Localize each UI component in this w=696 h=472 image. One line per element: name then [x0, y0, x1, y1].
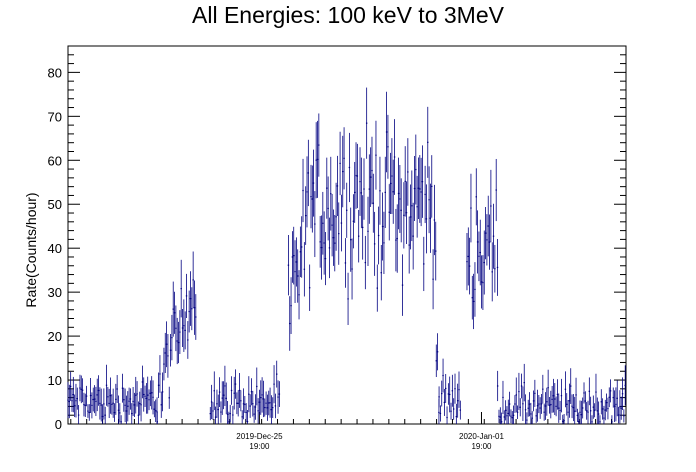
x-tick-date-label: 2019-Dec-25	[236, 432, 283, 441]
y-axis-ticks: 0 10 20 30 40 50 60 70 80	[48, 45, 626, 432]
y-tick-label: 30	[48, 285, 62, 300]
y-tick-label: 0	[55, 417, 62, 432]
chart-title: All Energies: 100 keV to 3MeV	[192, 2, 504, 28]
y-tick-label: 40	[48, 241, 62, 256]
y-tick-label: 80	[48, 65, 62, 80]
x-tick-time-label: 19:00	[249, 442, 270, 451]
y-tick-label: 50	[48, 197, 62, 212]
y-tick-label: 10	[48, 373, 62, 388]
y-tick-label: 20	[48, 329, 62, 344]
y-axis-label: Rate(Counts/hour)	[23, 192, 39, 307]
x-tick-time-label: 19:00	[471, 442, 492, 451]
y-tick-label: 60	[48, 153, 62, 168]
plot-frame	[67, 45, 627, 425]
data-series	[67, 87, 626, 424]
y-tick-label: 70	[48, 109, 62, 124]
x-tick-date-label: 2020-Jan-01	[459, 432, 504, 441]
plot-border	[67, 45, 627, 425]
